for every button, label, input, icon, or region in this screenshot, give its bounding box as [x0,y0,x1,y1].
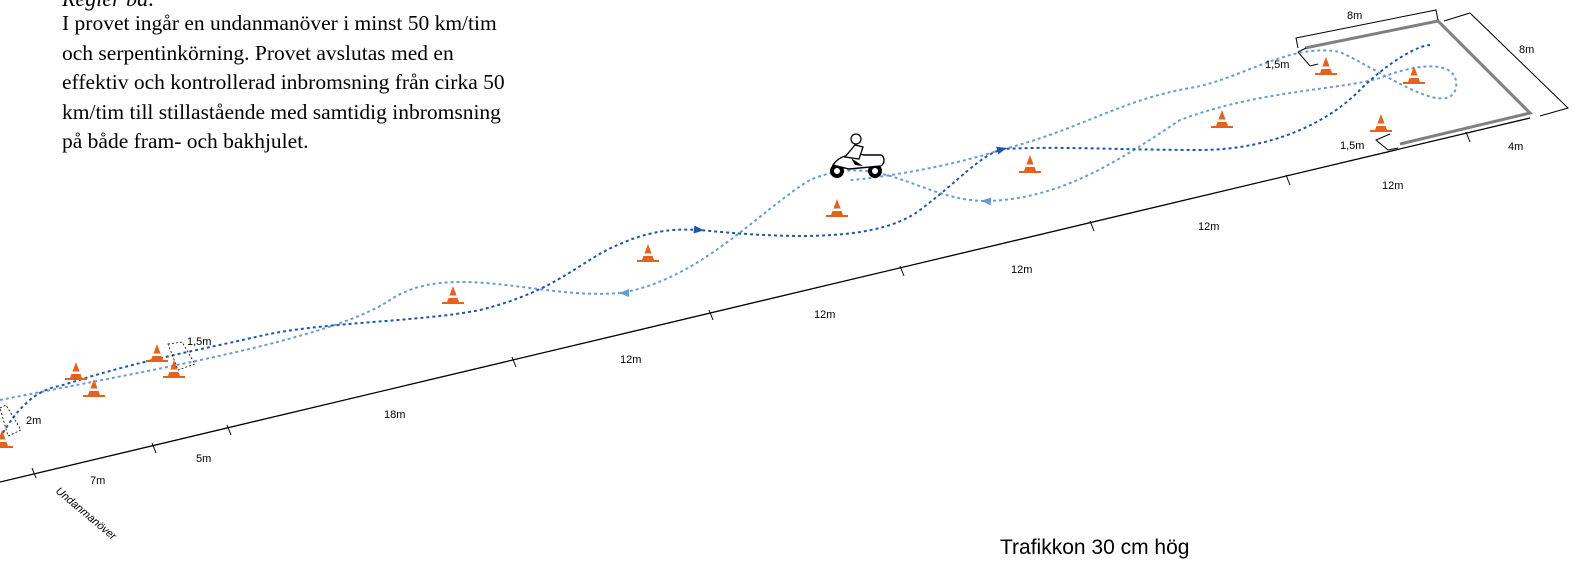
baseline-ticks [31,131,1471,479]
traffic-cone-icon [83,379,105,397]
route-dark [0,44,1431,439]
end-box-dimension-lines [1295,9,1569,151]
entry-gate [0,404,22,437]
measure-4m: 4m [1508,141,1523,153]
measure-12m: 12m [814,309,835,321]
traffic-cone-icon [442,286,464,304]
motorcycle-rider-icon [830,133,885,178]
route-arrow-icon [693,225,705,235]
measure-12m: 12m [1198,221,1219,233]
route-arrow-icon [980,196,992,206]
cone-caption: Trafikkon 30 cm hög [1000,536,1190,559]
measure-7m: 7m [90,475,105,487]
traffic-cone-icon [637,244,659,262]
measure-12m: 12m [1011,264,1032,276]
traffic-cone-icon [826,199,848,217]
traffic-cone-icon [0,430,13,448]
evasion-label: Undanmanöver [53,485,119,543]
baseline [0,117,1531,483]
route-arrow-icon [996,144,1008,155]
measure-1-5m: 1,5m [187,336,211,348]
measure-1-5m: 1,5m [1265,59,1289,71]
measure-5m: 5m [196,453,211,465]
measure-18m: 18m [384,409,405,421]
traffic-cone-icon [65,362,87,380]
measure-12m: 12m [620,354,641,366]
measure-1-5m: 1,5m [1340,140,1364,152]
traffic-cone-icon [1370,114,1392,132]
measure-8m: 8m [1347,10,1362,22]
evasion-gate [167,341,196,371]
measure-12m: 12m [1382,180,1403,192]
measure-2m: 2m [26,415,41,427]
end-box [1304,19,1533,146]
test-description: I provet ingår en undanmanöver i minst 5… [62,11,505,153]
traffic-cone-icon [146,344,168,362]
rules-heading: Regler ba: [62,0,155,12]
traffic-cone-icon [1211,110,1233,128]
traffic-cone-icon [1315,57,1337,75]
traffic-cone-icon [1019,155,1041,173]
measure-8m: 8m [1519,44,1534,56]
route-light [0,49,1458,401]
route-arrow-icon [619,289,629,297]
